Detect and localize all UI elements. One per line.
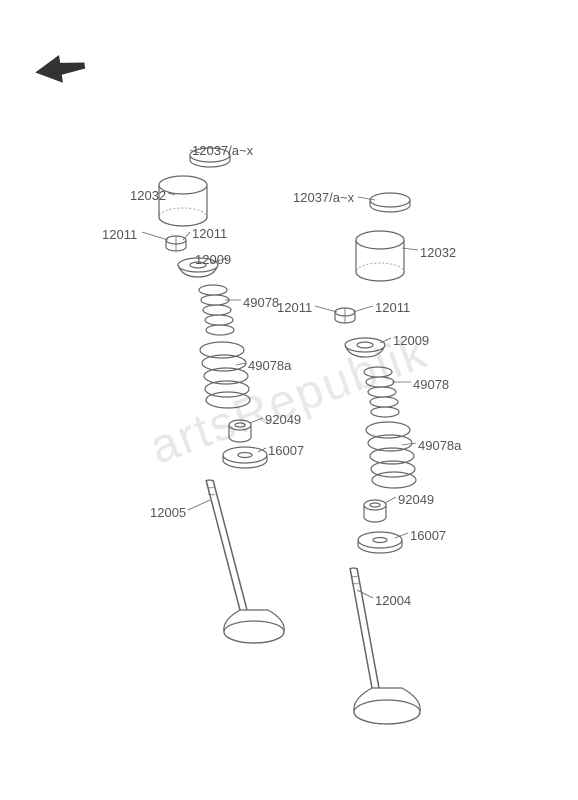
part-label: 12011 bbox=[102, 227, 137, 242]
part-label: 12009 bbox=[393, 333, 429, 348]
part-label: 12005 bbox=[150, 505, 186, 520]
part-label: 92049 bbox=[398, 492, 434, 507]
direction-arrow-icon bbox=[35, 55, 90, 100]
part-label: 12037/a~x bbox=[293, 190, 354, 205]
part-label: 49078a bbox=[418, 438, 461, 453]
part-label: 12032 bbox=[420, 245, 456, 260]
part-label: 49078 bbox=[413, 377, 449, 392]
part-label: 16007 bbox=[268, 443, 304, 458]
part-label: 12037/a~x bbox=[192, 143, 253, 158]
part-label: 12011 bbox=[375, 300, 410, 315]
part-label: 12032 bbox=[130, 188, 166, 203]
part-label: 49078 bbox=[243, 295, 279, 310]
part-label: 12011 bbox=[192, 226, 227, 241]
valve-assembly-diagram bbox=[0, 0, 578, 800]
part-label: 12011 bbox=[277, 300, 312, 315]
part-label: 92049 bbox=[265, 412, 301, 427]
part-label: 12009 bbox=[195, 252, 231, 267]
part-label: 16007 bbox=[410, 528, 446, 543]
part-label: 49078a bbox=[248, 358, 291, 373]
part-label: 12004 bbox=[375, 593, 411, 608]
